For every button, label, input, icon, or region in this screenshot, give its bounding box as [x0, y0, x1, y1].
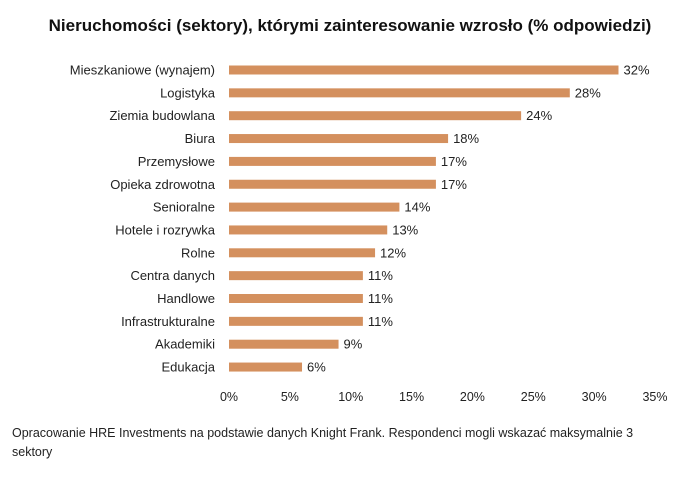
category-label-12: Akademiki — [155, 337, 215, 352]
category-label-2: Ziemia budowlana — [109, 108, 215, 123]
value-label-9: 11% — [368, 268, 393, 283]
category-label-3: Biura — [185, 131, 216, 146]
x-tick-label-5: 25% — [521, 390, 546, 404]
bar-chart: Mieszkaniowe (wynajem) Logistyka Ziemia bu… — [70, 63, 668, 405]
category-label-0: Mieszkaniowe (wynajem) — [70, 63, 215, 78]
bar-13 — [229, 362, 303, 372]
bar-1 — [229, 88, 570, 98]
bar-10 — [229, 294, 363, 303]
chart-title: Nieruchomości (sektory), którymi zainter… — [48, 16, 652, 35]
bar-4 — [229, 156, 436, 166]
value-label-6: 14% — [404, 200, 430, 215]
value-label-2: 24% — [526, 108, 552, 123]
bar-5 — [229, 179, 436, 189]
category-label-1: Logistyka — [160, 85, 216, 100]
x-tick-label-4: 20% — [460, 390, 485, 404]
value-label-10: 11% — [368, 291, 393, 306]
value-label-11: 11% — [368, 314, 393, 329]
category-label-9: Centra danych — [130, 268, 215, 283]
bar-0 — [229, 65, 619, 75]
category-label-11: Infrastrukturalne — [121, 314, 215, 329]
bar-11 — [229, 316, 363, 326]
bar-8 — [229, 248, 376, 258]
x-axis-ticks: 0% 5% 10% 15% 20% 25% 30% 35% — [220, 390, 668, 404]
value-label-4: 17% — [441, 154, 467, 169]
bars-group — [229, 65, 619, 372]
value-label-5: 17% — [441, 177, 467, 192]
value-label-1: 28% — [575, 85, 601, 100]
bar-9 — [229, 271, 363, 281]
value-label-3: 18% — [453, 131, 479, 146]
bar-2 — [229, 111, 522, 121]
x-tick-label-2: 10% — [338, 390, 363, 404]
category-label-6: Senioralne — [153, 200, 215, 215]
x-tick-label-3: 15% — [399, 390, 424, 404]
category-labels: Mieszkaniowe (wynajem) Logistyka Ziemia bu… — [70, 63, 216, 375]
x-tick-label-6: 30% — [582, 390, 607, 404]
bar-6 — [229, 202, 400, 212]
value-label-12: 9% — [344, 337, 363, 352]
value-labels: 32% 28% 24% 18% 17% 17% 14% 13% 12% 11% 11% 11% 9% 6% — [307, 63, 650, 375]
bar-7 — [229, 225, 388, 235]
category-label-10: Handlowe — [157, 291, 215, 306]
category-label-8: Rolne — [181, 245, 215, 260]
category-label-7: Hotele i rozrywka — [115, 222, 215, 237]
x-tick-label-7: 35% — [642, 390, 667, 404]
value-label-0: 32% — [623, 63, 649, 78]
x-tick-label-0: 0% — [220, 390, 238, 404]
bar-3 — [229, 134, 449, 144]
value-label-8: 12% — [380, 245, 406, 260]
category-label-4: Przemysłowe — [138, 154, 215, 169]
x-tick-label-1: 5% — [281, 390, 299, 404]
value-label-7: 13% — [392, 222, 418, 237]
value-label-13: 6% — [307, 360, 326, 375]
category-label-5: Opieka zdrowotna — [110, 177, 216, 192]
source-footnote: Opracowanie HRE Investments na podstawie… — [12, 426, 634, 459]
bar-12 — [229, 339, 339, 349]
category-label-13: Edukacja — [162, 360, 216, 375]
